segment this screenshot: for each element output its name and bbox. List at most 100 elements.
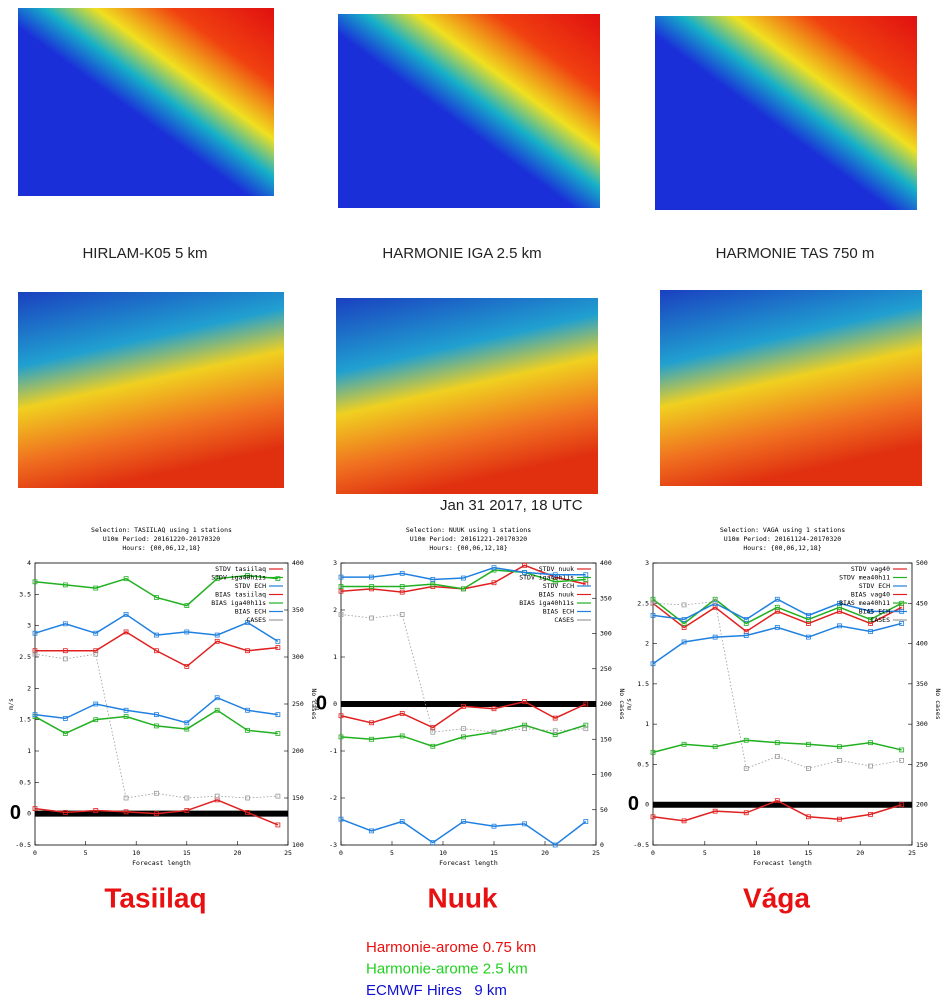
y2-tick-label: 400 (600, 559, 612, 567)
legend-label: STDV mea40h11 (839, 574, 890, 582)
chart-title: U10m Period: 20161220-20170320 (103, 535, 220, 543)
legend-label: BIAS iga40h11s (519, 599, 574, 607)
y2-axis-label: No cases (934, 688, 942, 719)
map (18, 8, 274, 196)
y-axis-label: m/s (625, 698, 633, 710)
y-tick-label: 1 (645, 720, 649, 728)
station-name: Vága (743, 882, 810, 913)
legend-label: BIAS vag40 (851, 591, 890, 599)
legend-label: BIAS iga40h11s (211, 599, 266, 607)
series-line (341, 819, 586, 845)
y2-tick-label: 400 (916, 640, 928, 648)
y-tick-label: 1.5 (637, 680, 649, 688)
y2-tick-label: 250 (292, 700, 304, 708)
y2-tick-label: 150 (600, 735, 612, 743)
x-tick-label: 10 (439, 849, 447, 857)
legend-label: CASES (246, 616, 266, 624)
y2-tick-label: 300 (292, 653, 304, 661)
y-tick-label: 3 (27, 622, 31, 630)
x-tick-label: 0 (651, 849, 655, 857)
figure: HIRLAM-K05 5 km HARMONIE IGA 2.5 km HARM… (0, 0, 944, 1003)
point (775, 754, 779, 758)
chart-title: Selection: TASIILAQ using 1 stations (91, 526, 232, 534)
station-name: Tasiilaq (104, 882, 206, 913)
chart-title: U10m Period: 20161124-20170320 (724, 535, 841, 543)
x-axis-label: Forecast length (132, 859, 191, 867)
y2-tick-label: 50 (600, 806, 608, 814)
y-tick-label: 4 (27, 559, 31, 567)
map (655, 16, 917, 210)
y2-tick-label: 0 (600, 841, 604, 849)
map (338, 14, 600, 208)
legend-entry: Harmonie-arome 0.75 km (366, 939, 536, 956)
y-tick-label: 0 (333, 700, 337, 708)
y2-tick-label: 400 (292, 559, 304, 567)
y2-tick-label: 500 (916, 559, 928, 567)
map-caption: HIRLAM-K05 5 km (82, 245, 207, 262)
y2-tick-label: 250 (600, 665, 612, 673)
y2-tick-label: 150 (916, 841, 928, 849)
chart-title: Hours: {00,06,12,18} (743, 544, 821, 552)
y-tick-label: 0 (645, 801, 649, 809)
map-date: Jan 31 2017, 18 UTC (440, 497, 583, 514)
legend-label: BIAS mea40h11 (839, 599, 890, 607)
map-row-top (18, 8, 917, 210)
series-line (653, 740, 902, 752)
y-tick-label: 3 (645, 559, 649, 567)
x-tick-label: 5 (703, 849, 707, 857)
chart-title: Hours: {00,06,12,18} (122, 544, 200, 552)
y-tick-label: 3.5 (19, 590, 31, 598)
legend-label: STDV ECH (235, 582, 266, 590)
x-tick-label: 25 (284, 849, 292, 857)
x-tick-label: 10 (753, 849, 761, 857)
y2-tick-label: 100 (292, 841, 304, 849)
legend-label: STDV tasiilaq (215, 565, 266, 573)
x-tick-label: 15 (804, 849, 812, 857)
y-axis-label: m/s (7, 698, 15, 710)
y-tick-label: 2 (645, 640, 649, 648)
legend-label: BIAS ECH (543, 608, 574, 616)
y-tick-label: -3 (329, 841, 337, 849)
map-caption: HARMONIE IGA 2.5 km (382, 245, 541, 262)
series-line (35, 698, 278, 723)
x-tick-label: 25 (908, 849, 916, 857)
y2-tick-label: 200 (600, 700, 612, 708)
x-axis-label: Forecast length (753, 859, 812, 867)
chart-title: Selection: VAGA using 1 stations (720, 526, 845, 534)
y-tick-label: 3 (333, 559, 337, 567)
zero-label: 0 (316, 692, 327, 714)
y-tick-label: 1 (333, 653, 337, 661)
map-caption: HARMONIE TAS 750 m (716, 245, 875, 262)
x-tick-label: 10 (132, 849, 140, 857)
legend-label: STDV vag40 (851, 565, 890, 573)
y-tick-label: -1 (329, 747, 337, 755)
legend-label: BIAS nuuk (539, 591, 574, 599)
legend-label: BIAS ECH (859, 608, 890, 616)
legend-label: BIAS ECH (235, 608, 266, 616)
x-axis-label: Forecast length (439, 859, 498, 867)
y-tick-label: 1 (27, 747, 31, 755)
y-tick-label: -0.5 (15, 841, 31, 849)
chart-title: Hours: {00,06,12,18} (429, 544, 507, 552)
y2-tick-label: 300 (600, 630, 612, 638)
y2-tick-label: 350 (600, 594, 612, 602)
y2-tick-label: 100 (600, 771, 612, 779)
chart-title: Selection: NUUK using 1 stations (406, 526, 531, 534)
legend-label: STDV ECH (543, 582, 574, 590)
y2-tick-label: 450 (916, 599, 928, 607)
x-tick-label: 0 (33, 849, 37, 857)
legend-entry: ECMWF Hires 9 km (366, 982, 507, 999)
station-name: Nuuk (428, 882, 498, 913)
y-tick-label: -2 (329, 794, 337, 802)
legend-label: CASES (554, 616, 574, 624)
x-tick-label: 15 (490, 849, 498, 857)
map (18, 292, 284, 488)
series-line (35, 710, 278, 733)
y-tick-label: 2.5 (19, 653, 31, 661)
legend-label: STDV nuuk (539, 565, 574, 573)
zero-label: 0 (628, 793, 639, 815)
y-tick-label: 2.5 (637, 599, 649, 607)
x-tick-label: 5 (84, 849, 88, 857)
y-tick-label: 0.5 (637, 760, 649, 768)
x-tick-label: 15 (183, 849, 191, 857)
